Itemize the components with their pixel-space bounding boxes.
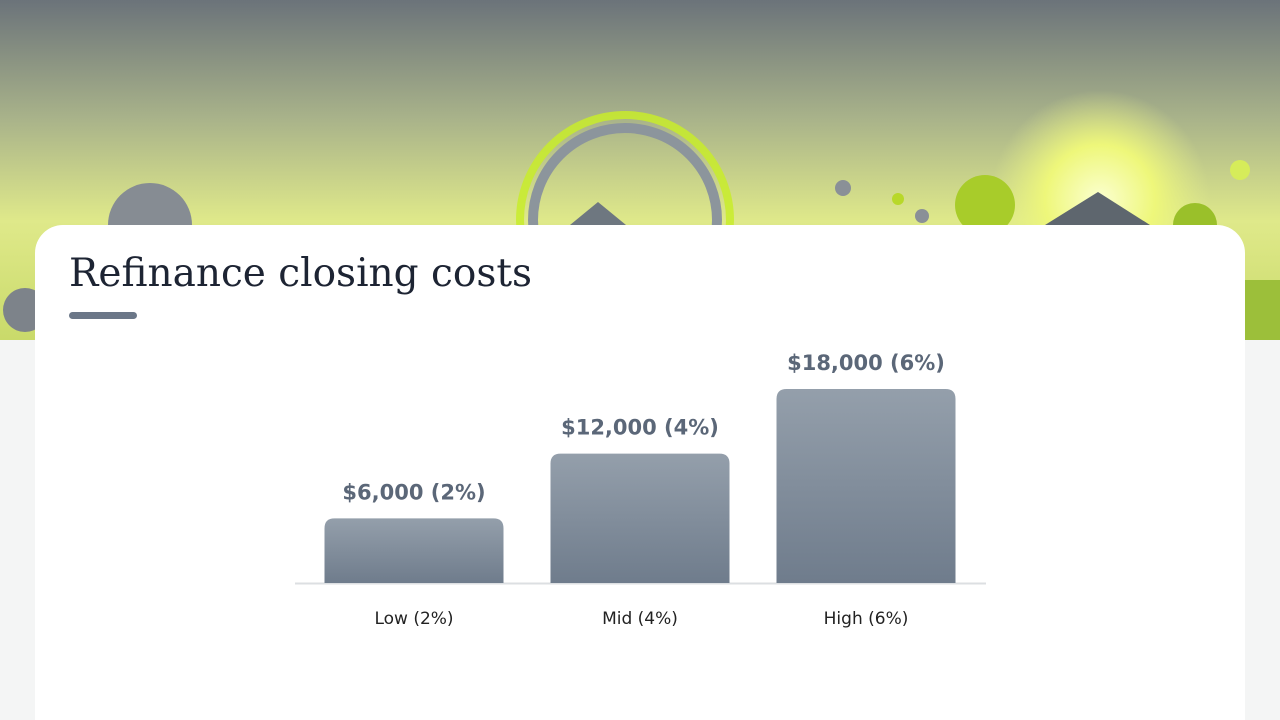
value-label: $12,000 (4%) (561, 416, 719, 440)
value-label: $6,000 (2%) (342, 480, 485, 504)
value-label: $18,000 (6%) (787, 351, 945, 375)
bar (550, 453, 730, 583)
bar (324, 518, 504, 583)
x-tick-label: Mid (4%) (602, 609, 678, 629)
title-underline (69, 312, 137, 319)
x-tick-label: High (6%) (824, 609, 909, 629)
x-tick-label: Low (2%) (374, 609, 453, 629)
chart-title: Refinance closing costs (69, 251, 532, 296)
bar (776, 389, 956, 583)
